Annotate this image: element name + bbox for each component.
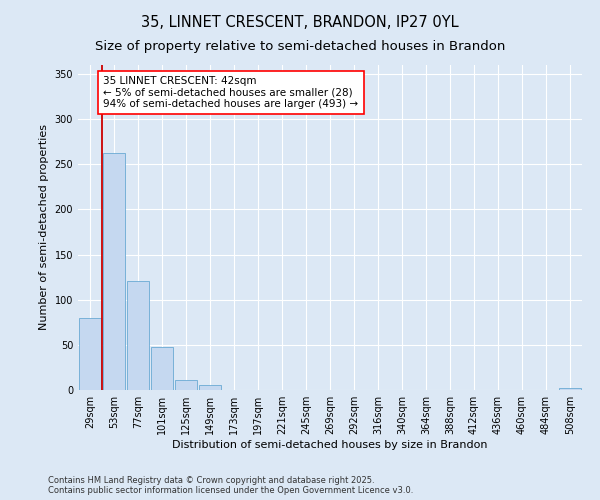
Text: Size of property relative to semi-detached houses in Brandon: Size of property relative to semi-detach… [95, 40, 505, 53]
Bar [127, 281, 149, 390]
Y-axis label: Number of semi-detached properties: Number of semi-detached properties [39, 124, 49, 330]
Bar [151, 346, 173, 390]
Bar [79, 318, 101, 390]
Text: 35 LINNET CRESCENT: 42sqm
← 5% of semi-detached houses are smaller (28)
94% of s: 35 LINNET CRESCENT: 42sqm ← 5% of semi-d… [103, 76, 358, 109]
Bar [175, 380, 197, 390]
X-axis label: Distribution of semi-detached houses by size in Brandon: Distribution of semi-detached houses by … [172, 440, 488, 450]
Bar [199, 386, 221, 390]
Text: 35, LINNET CRESCENT, BRANDON, IP27 0YL: 35, LINNET CRESCENT, BRANDON, IP27 0YL [141, 15, 459, 30]
Text: Contains HM Land Registry data © Crown copyright and database right 2025.
Contai: Contains HM Land Registry data © Crown c… [48, 476, 413, 495]
Bar [559, 388, 581, 390]
Bar [103, 154, 125, 390]
